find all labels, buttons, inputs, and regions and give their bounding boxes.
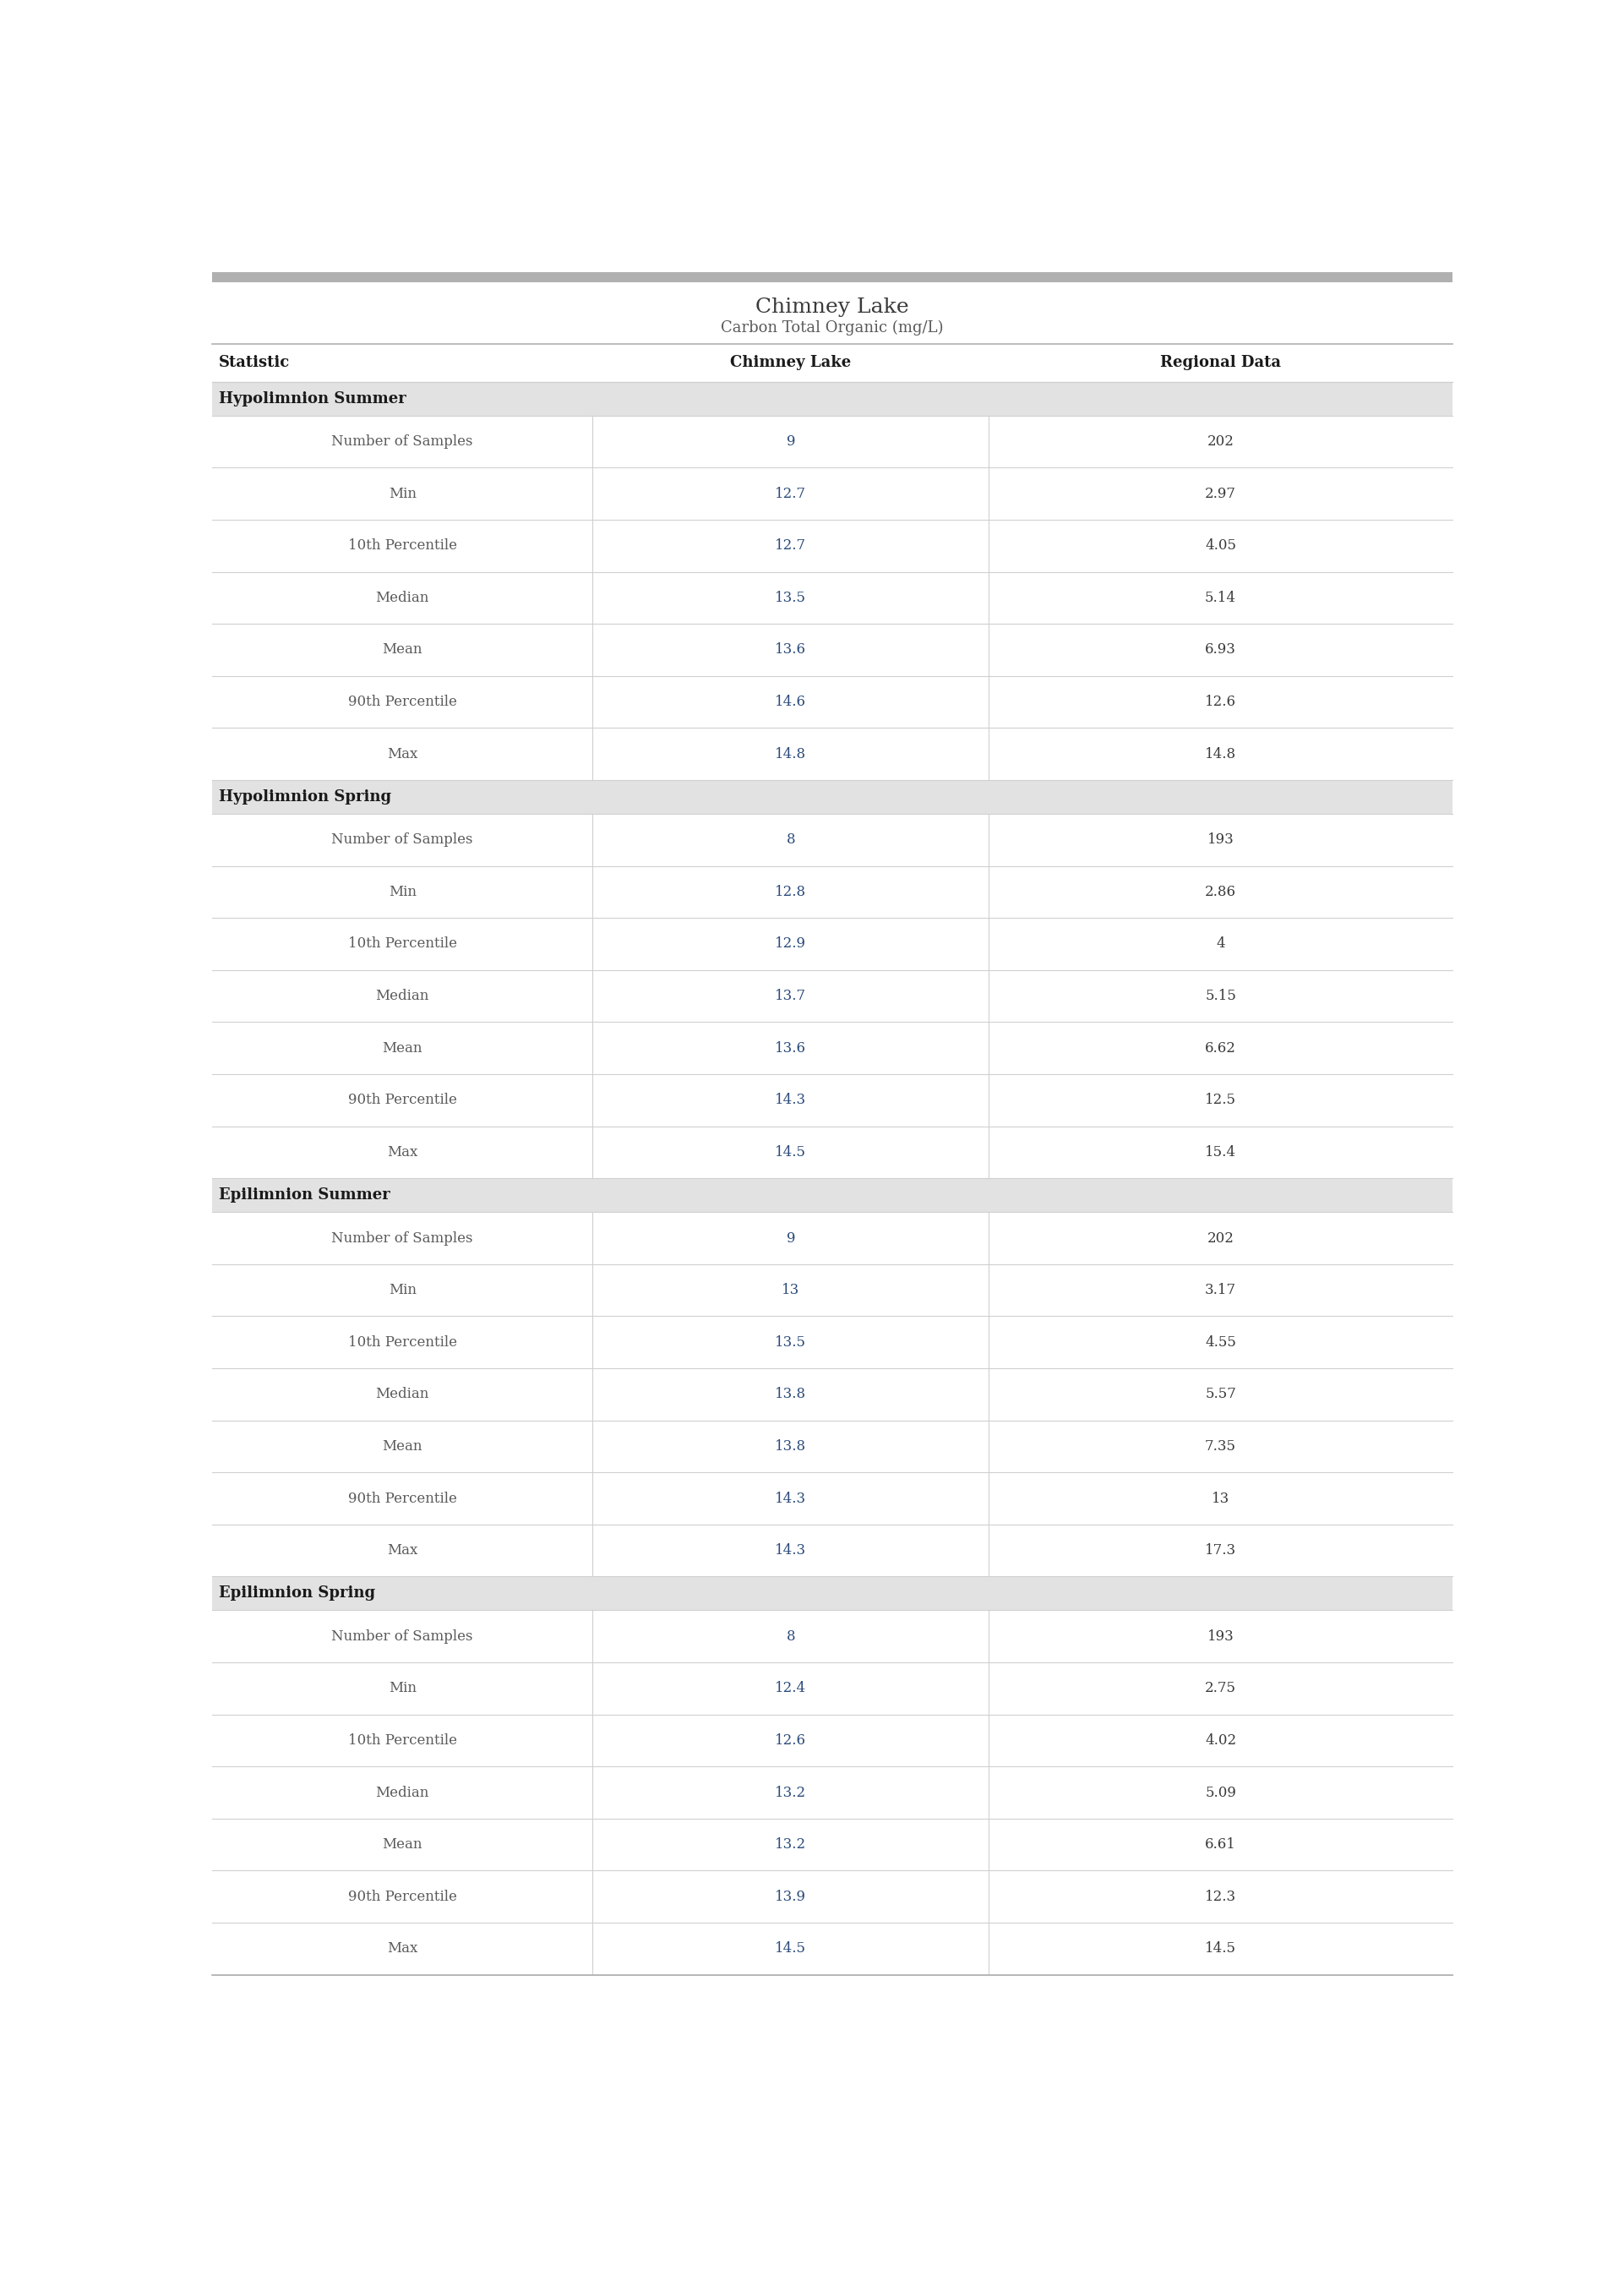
Text: 10th Percentile: 10th Percentile bbox=[348, 1734, 456, 1748]
Text: 15.4: 15.4 bbox=[1205, 1144, 1236, 1160]
Text: 202: 202 bbox=[1207, 434, 1234, 449]
Text: 10th Percentile: 10th Percentile bbox=[348, 1335, 456, 1348]
Text: 8: 8 bbox=[786, 1630, 796, 1643]
Text: 17.3: 17.3 bbox=[1205, 1544, 1236, 1557]
Text: 4.02: 4.02 bbox=[1205, 1734, 1236, 1748]
Text: 14.8: 14.8 bbox=[775, 747, 807, 760]
Text: 14.5: 14.5 bbox=[775, 1941, 807, 1957]
Text: 13.9: 13.9 bbox=[775, 1889, 807, 1905]
Text: Number of Samples: Number of Samples bbox=[331, 1230, 473, 1246]
Text: 7.35: 7.35 bbox=[1205, 1439, 1236, 1453]
Text: 9: 9 bbox=[786, 1230, 796, 1246]
Text: Chimney Lake: Chimney Lake bbox=[731, 354, 851, 370]
Text: Mean: Mean bbox=[382, 1836, 422, 1852]
Text: Hypolimnion Summer: Hypolimnion Summer bbox=[219, 390, 406, 406]
Text: 6.61: 6.61 bbox=[1205, 1836, 1236, 1852]
Text: 14.3: 14.3 bbox=[775, 1491, 807, 1505]
Text: 90th Percentile: 90th Percentile bbox=[348, 695, 456, 708]
Text: 14.3: 14.3 bbox=[775, 1544, 807, 1557]
Text: 4: 4 bbox=[1216, 938, 1224, 951]
Text: Mean: Mean bbox=[382, 642, 422, 656]
Text: 12.6: 12.6 bbox=[1205, 695, 1236, 708]
Text: Median: Median bbox=[375, 990, 429, 1003]
Text: 10th Percentile: 10th Percentile bbox=[348, 538, 456, 554]
Text: 5.09: 5.09 bbox=[1205, 1786, 1236, 1800]
Text: 4.05: 4.05 bbox=[1205, 538, 1236, 554]
Text: Median: Median bbox=[375, 590, 429, 606]
Text: 14.6: 14.6 bbox=[775, 695, 807, 708]
Text: Number of Samples: Number of Samples bbox=[331, 833, 473, 847]
Text: 193: 193 bbox=[1207, 1630, 1234, 1643]
Text: Hypolimnion Spring: Hypolimnion Spring bbox=[219, 790, 391, 804]
Text: 12.8: 12.8 bbox=[775, 885, 807, 899]
Text: 12.4: 12.4 bbox=[775, 1682, 807, 1696]
Text: Epilimnion Summer: Epilimnion Summer bbox=[219, 1187, 390, 1203]
Text: 8: 8 bbox=[786, 833, 796, 847]
Text: 90th Percentile: 90th Percentile bbox=[348, 1491, 456, 1505]
Text: 90th Percentile: 90th Percentile bbox=[348, 1092, 456, 1108]
Text: 2.75: 2.75 bbox=[1205, 1682, 1236, 1696]
Text: Mean: Mean bbox=[382, 1042, 422, 1056]
Bar bbox=[213, 272, 1452, 281]
Text: 5.15: 5.15 bbox=[1205, 990, 1236, 1003]
Text: 2.86: 2.86 bbox=[1205, 885, 1236, 899]
Text: 14.8: 14.8 bbox=[1205, 747, 1236, 760]
Text: Max: Max bbox=[387, 1144, 417, 1160]
Text: 13.6: 13.6 bbox=[775, 642, 807, 656]
Bar bbox=[213, 381, 1452, 415]
Text: 14.5: 14.5 bbox=[1205, 1941, 1236, 1957]
Text: 12.9: 12.9 bbox=[775, 938, 807, 951]
Text: Regional Data: Regional Data bbox=[1160, 354, 1281, 370]
Text: Median: Median bbox=[375, 1786, 429, 1800]
Text: Statistic: Statistic bbox=[219, 354, 291, 370]
Text: Chimney Lake: Chimney Lake bbox=[755, 297, 909, 316]
Text: 13.8: 13.8 bbox=[775, 1387, 807, 1401]
Text: Number of Samples: Number of Samples bbox=[331, 434, 473, 449]
Text: Max: Max bbox=[387, 747, 417, 760]
Bar bbox=[213, 781, 1452, 815]
Text: 12.7: 12.7 bbox=[775, 538, 807, 554]
Bar bbox=[213, 1575, 1452, 1609]
Text: 2.97: 2.97 bbox=[1205, 486, 1236, 502]
Text: 13.2: 13.2 bbox=[775, 1836, 807, 1852]
Text: 13.6: 13.6 bbox=[775, 1042, 807, 1056]
Text: 13.8: 13.8 bbox=[775, 1439, 807, 1453]
Text: 12.7: 12.7 bbox=[775, 486, 807, 502]
Text: 4.55: 4.55 bbox=[1205, 1335, 1236, 1348]
Text: Min: Min bbox=[388, 486, 416, 502]
Text: Mean: Mean bbox=[382, 1439, 422, 1453]
Text: 13.7: 13.7 bbox=[775, 990, 807, 1003]
Text: 14.5: 14.5 bbox=[775, 1144, 807, 1160]
Text: 3.17: 3.17 bbox=[1205, 1283, 1236, 1298]
Text: Epilimnion Spring: Epilimnion Spring bbox=[219, 1587, 375, 1600]
Text: Carbon Total Organic (mg/L): Carbon Total Organic (mg/L) bbox=[721, 320, 944, 336]
Bar bbox=[213, 1178, 1452, 1212]
Text: Median: Median bbox=[375, 1387, 429, 1401]
Text: 5.14: 5.14 bbox=[1205, 590, 1236, 606]
Text: 12.6: 12.6 bbox=[775, 1734, 807, 1748]
Text: 6.93: 6.93 bbox=[1205, 642, 1236, 656]
Text: 12.5: 12.5 bbox=[1205, 1092, 1236, 1108]
Text: 13.5: 13.5 bbox=[775, 1335, 807, 1348]
Text: 6.62: 6.62 bbox=[1205, 1042, 1236, 1056]
Text: Min: Min bbox=[388, 1283, 416, 1298]
Text: 90th Percentile: 90th Percentile bbox=[348, 1889, 456, 1905]
Text: Max: Max bbox=[387, 1941, 417, 1957]
Text: Number of Samples: Number of Samples bbox=[331, 1630, 473, 1643]
Text: 12.3: 12.3 bbox=[1205, 1889, 1236, 1905]
Text: 14.3: 14.3 bbox=[775, 1092, 807, 1108]
Text: Max: Max bbox=[387, 1544, 417, 1557]
Text: Min: Min bbox=[388, 1682, 416, 1696]
Text: 10th Percentile: 10th Percentile bbox=[348, 938, 456, 951]
Text: 193: 193 bbox=[1207, 833, 1234, 847]
Text: Min: Min bbox=[388, 885, 416, 899]
Text: 13: 13 bbox=[1212, 1491, 1229, 1505]
Text: 5.57: 5.57 bbox=[1205, 1387, 1236, 1401]
Text: 13.5: 13.5 bbox=[775, 590, 807, 606]
Text: 13.2: 13.2 bbox=[775, 1786, 807, 1800]
Text: 9: 9 bbox=[786, 434, 796, 449]
Text: 202: 202 bbox=[1207, 1230, 1234, 1246]
Text: 13: 13 bbox=[781, 1283, 799, 1298]
